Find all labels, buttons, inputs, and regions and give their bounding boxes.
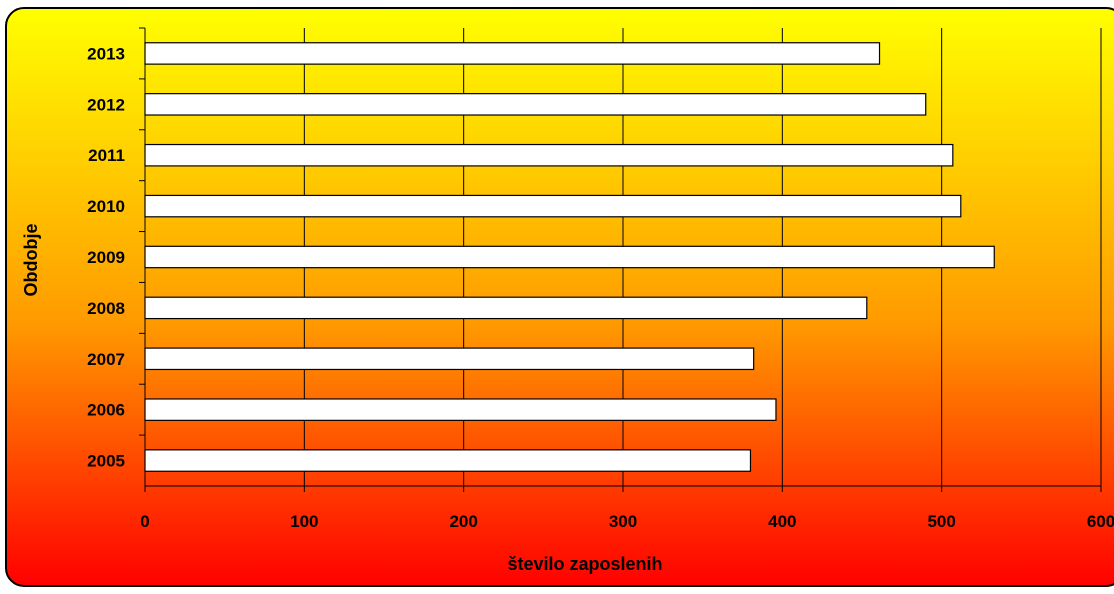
bar-2005: [144, 449, 752, 472]
x-tick-label: 300: [609, 512, 637, 531]
x-tick-label: 200: [449, 512, 477, 531]
y-tick-label: 2012: [87, 95, 125, 114]
bar-2013: [144, 42, 881, 65]
y-tick-label: 2005: [87, 452, 125, 471]
y-tick-label: 2010: [87, 197, 125, 216]
y-tick-label: 2008: [87, 299, 125, 318]
x-tick-label: 100: [290, 512, 318, 531]
bar-2011: [144, 143, 954, 167]
x-axis-title: število zaposlenih: [507, 554, 662, 574]
bar-2010: [144, 194, 962, 218]
x-tick-label: 500: [927, 512, 955, 531]
bar-2008: [144, 296, 868, 320]
y-tick-label: 2011: [88, 146, 125, 165]
y-tick-label: 2013: [87, 44, 125, 63]
bar-2009: [144, 245, 995, 269]
tick-labels: 0 100 200 300 400 500 600 2005 2006 2007 2008 2009 2…: [87, 44, 1114, 531]
y-tick-label: 2007: [87, 350, 125, 369]
bar-2007: [144, 347, 755, 371]
bar-2006: [144, 398, 777, 421]
x-tick-label: 600: [1087, 512, 1114, 531]
y-tick-label: 2009: [87, 248, 125, 267]
x-tick-label: 400: [768, 512, 796, 531]
y-tick-label: 2006: [87, 401, 125, 420]
x-tick-label: 0: [140, 512, 149, 531]
bar-2012: [144, 93, 927, 116]
bars: [144, 42, 995, 472]
y-axis-title: Obdobje: [21, 224, 41, 297]
